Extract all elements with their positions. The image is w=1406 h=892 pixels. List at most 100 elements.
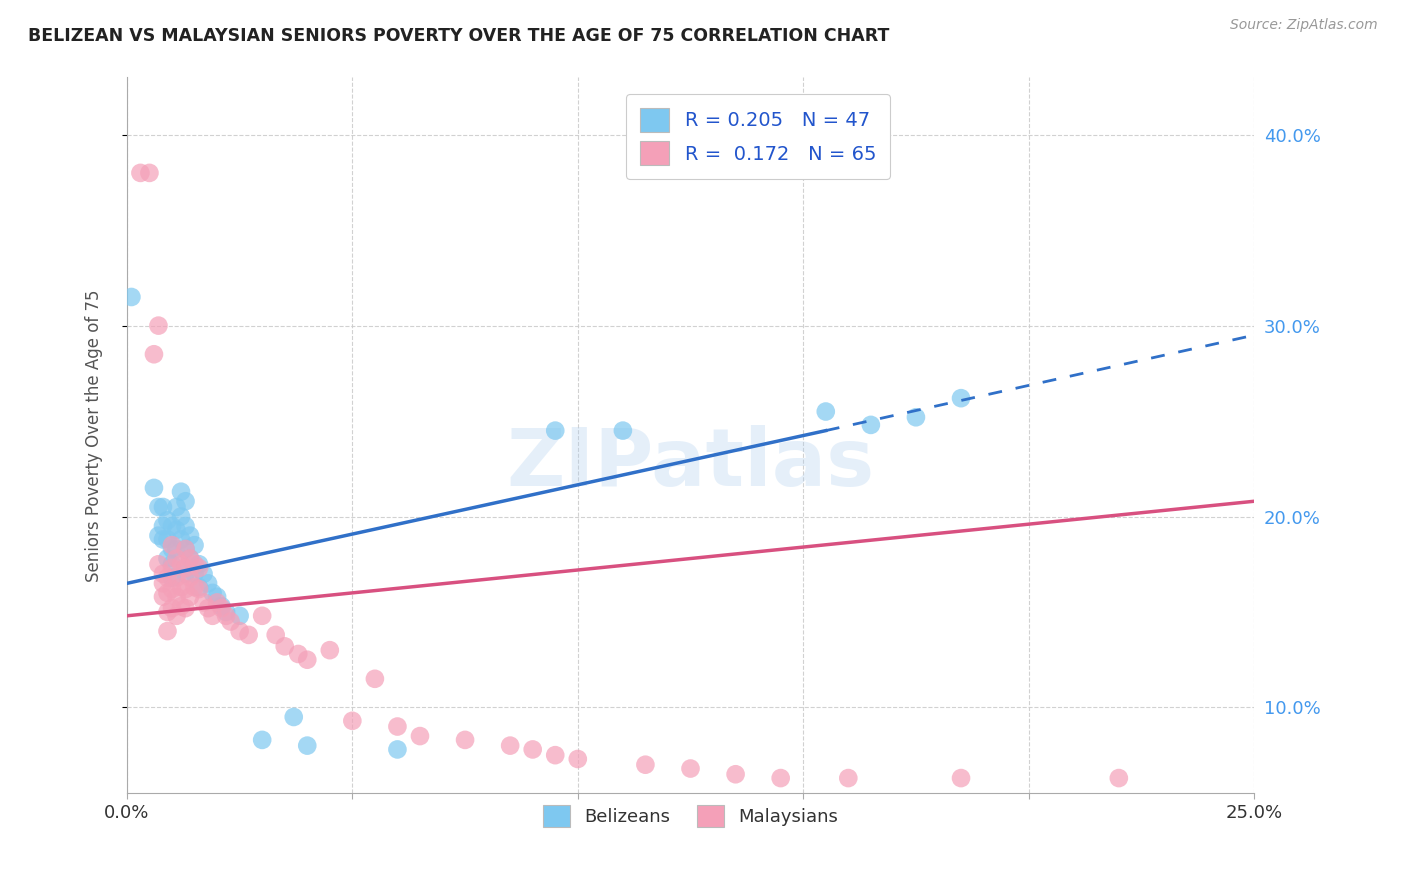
Point [148, 528, 170, 542]
Point [188, 558, 211, 572]
Point [769, 771, 792, 785]
Point [166, 551, 188, 566]
Point [138, 166, 160, 180]
Point [174, 582, 197, 596]
Point [170, 509, 193, 524]
Point [1108, 771, 1130, 785]
Point [499, 739, 522, 753]
Point [183, 580, 205, 594]
Point [129, 166, 152, 180]
Point [174, 494, 197, 508]
Point [160, 601, 183, 615]
Point [297, 653, 319, 667]
Point [215, 608, 238, 623]
Point [904, 410, 927, 425]
Point [319, 643, 342, 657]
Point [201, 586, 224, 600]
Point [148, 318, 170, 333]
Text: Source: ZipAtlas.com: Source: ZipAtlas.com [1230, 18, 1378, 32]
Point [188, 580, 211, 594]
Legend: Belizeans, Malaysians: Belizeans, Malaysians [536, 798, 846, 834]
Point [950, 771, 973, 785]
Point [166, 500, 188, 514]
Point [166, 608, 188, 623]
Point [228, 624, 250, 638]
Point [387, 742, 409, 756]
Point [152, 576, 174, 591]
Point [205, 590, 228, 604]
Point [364, 672, 387, 686]
Point [166, 590, 188, 604]
Y-axis label: Seniors Poverty Over the Age of 75: Seniors Poverty Over the Age of 75 [86, 289, 103, 582]
Point [567, 752, 589, 766]
Point [156, 624, 179, 638]
Point [387, 719, 409, 733]
Point [166, 571, 188, 585]
Point [174, 541, 197, 556]
Point [193, 595, 215, 609]
Text: BELIZEAN VS MALAYSIAN SENIORS POVERTY OVER THE AGE OF 75 CORRELATION CHART: BELIZEAN VS MALAYSIAN SENIORS POVERTY OV… [28, 27, 890, 45]
Point [143, 347, 166, 361]
Point [283, 710, 305, 724]
Point [152, 533, 174, 547]
Point [156, 551, 179, 566]
Point [160, 558, 183, 572]
Point [148, 558, 170, 572]
Point [170, 580, 193, 594]
Point [211, 599, 233, 614]
Point [152, 500, 174, 514]
Point [160, 561, 183, 575]
Point [174, 566, 197, 581]
Point [156, 571, 179, 585]
Point [152, 519, 174, 533]
Point [297, 739, 319, 753]
Point [179, 590, 201, 604]
Point [238, 628, 260, 642]
Point [120, 290, 142, 304]
Point [156, 533, 179, 547]
Point [409, 729, 432, 743]
Point [174, 519, 197, 533]
Point [174, 561, 197, 575]
Point [166, 523, 188, 537]
Point [342, 714, 364, 728]
Point [859, 417, 882, 432]
Point [166, 541, 188, 556]
Text: ZIPatlas: ZIPatlas [506, 425, 875, 503]
Point [160, 538, 183, 552]
Point [170, 484, 193, 499]
Point [814, 404, 837, 418]
Point [201, 608, 224, 623]
Point [160, 541, 183, 556]
Point [211, 601, 233, 615]
Point [156, 513, 179, 527]
Point [544, 748, 567, 763]
Point [264, 628, 287, 642]
Point [174, 601, 197, 615]
Point [152, 566, 174, 581]
Point [170, 558, 193, 572]
Point [197, 601, 219, 615]
Point [160, 519, 183, 533]
Point [148, 500, 170, 514]
Point [724, 767, 747, 781]
Point [170, 599, 193, 614]
Point [156, 586, 179, 600]
Point [188, 561, 211, 575]
Point [454, 732, 477, 747]
Point [634, 757, 657, 772]
Point [219, 615, 242, 629]
Point [188, 582, 211, 596]
Point [183, 558, 205, 572]
Point [160, 571, 183, 585]
Point [179, 528, 201, 542]
Point [143, 481, 166, 495]
Point [183, 566, 205, 581]
Point [544, 424, 567, 438]
Point [179, 571, 201, 585]
Point [152, 590, 174, 604]
Point [679, 762, 702, 776]
Point [183, 538, 205, 552]
Point [197, 576, 219, 591]
Point [522, 742, 544, 756]
